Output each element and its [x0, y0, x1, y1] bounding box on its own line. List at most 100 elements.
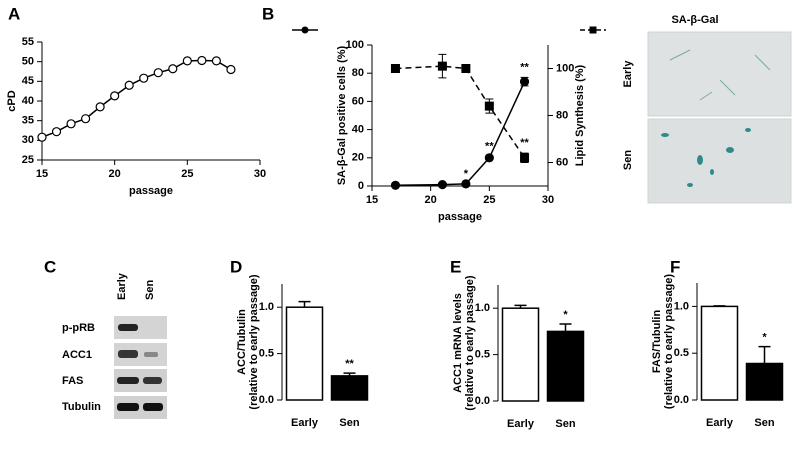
stained-cells: [661, 128, 751, 187]
y-tick-label: 20: [352, 152, 364, 164]
significance: **: [485, 140, 494, 152]
significance: **: [520, 137, 529, 149]
y-tick-label: 0.0: [674, 394, 689, 406]
y-tick-label: 55: [22, 36, 34, 48]
y-tick-label: 80: [556, 109, 568, 121]
significance: *: [563, 309, 568, 321]
legend-marker: [589, 26, 597, 34]
significance: **: [520, 61, 529, 73]
x-tick-label: Sen: [754, 417, 774, 429]
marker: [484, 153, 494, 163]
lane-label: Early: [116, 272, 128, 300]
y-tick-label: 1.0: [259, 301, 274, 313]
marker: [484, 101, 494, 111]
marker: [211, 56, 221, 66]
error-bar: [298, 300, 311, 308]
series-line: [395, 81, 526, 187]
axis-label: Lipid Synthesis (%): [574, 64, 586, 166]
marker: [66, 119, 76, 129]
y-tick-label: 25: [22, 154, 34, 166]
marker: [153, 68, 163, 78]
y-tick-label: 40: [22, 95, 34, 107]
y-tick-label: 35: [22, 115, 34, 127]
error-bar: [559, 323, 572, 332]
significance: **: [345, 358, 354, 370]
marker: [390, 180, 401, 190]
x-tick-label: 20: [109, 168, 121, 180]
panel-label: E: [450, 257, 461, 276]
x-tick-label: 15: [36, 168, 48, 180]
y-tick-label: 0.0: [259, 394, 274, 406]
blot-row-label: FAS: [62, 375, 83, 387]
panel-label: D: [230, 257, 242, 276]
marker: [437, 179, 447, 190]
marker: [182, 56, 192, 66]
marker: [80, 114, 91, 124]
lane-label: Sen: [144, 280, 156, 300]
marker: [461, 64, 471, 73]
x-tick-label: 25: [181, 168, 193, 180]
bar: [330, 375, 369, 401]
y-tick-label: 60: [352, 95, 364, 107]
marker: [168, 64, 178, 74]
x-tick-label: Sen: [555, 418, 575, 430]
marker: [51, 127, 62, 137]
y-tick-label: 80: [352, 67, 364, 79]
micrograph-image: [647, 118, 792, 204]
bar: [285, 306, 324, 401]
x-tick-label: 25: [483, 194, 495, 206]
x-tick-label: 30: [542, 194, 554, 206]
y-tick-label: 1.0: [674, 300, 689, 312]
bar: [546, 330, 585, 402]
micrograph-image: [647, 31, 792, 117]
y-tick-label: 50: [22, 56, 34, 68]
axis-label: SA-β-Gal positive cells (%): [336, 45, 348, 185]
y-tick-label: 0.5: [475, 349, 490, 361]
significance: *: [762, 332, 767, 344]
y-tick-label: 0.5: [259, 348, 274, 360]
panel-label: A: [8, 4, 20, 23]
x-tick-label: 30: [254, 168, 266, 180]
y-tick-label: 100: [346, 39, 364, 51]
legend-symbols: [292, 26, 606, 34]
y-tick-label: 60: [556, 156, 568, 168]
marker: [390, 64, 400, 73]
y-tick-label: 100: [556, 62, 574, 74]
y-tick-label: 0.5: [674, 347, 689, 359]
axis-label: FAS/Tubulin: [651, 310, 663, 374]
x-tick-label: 15: [366, 194, 378, 206]
marker: [520, 153, 530, 163]
axis-label: (relative to early passage): [663, 274, 675, 409]
marker: [110, 91, 120, 101]
marker: [139, 73, 149, 83]
axis-label: cPD: [6, 90, 18, 111]
marker: [37, 132, 47, 142]
blot-row-label: p-pRB: [62, 322, 95, 334]
axis-label: passage: [438, 211, 482, 223]
y-tick-label: 30: [22, 134, 34, 146]
y-tick-label: 40: [352, 124, 364, 136]
axis-label: (relative to early passage): [248, 274, 260, 409]
marker: [95, 102, 105, 112]
axis-label: (relative to early passage): [464, 275, 476, 410]
panel-label: B: [262, 4, 274, 23]
y-tick-label: 0.0: [475, 395, 490, 407]
significance: *: [464, 168, 469, 180]
micrograph-row-label: Early: [622, 60, 634, 88]
x-tick-label: Sen: [339, 417, 359, 429]
y-tick-label: 0: [358, 180, 364, 192]
marker: [124, 80, 134, 90]
series-line: [395, 65, 526, 159]
blot-row-label: ACC1: [62, 349, 92, 361]
marker: [226, 64, 236, 75]
x-tick-label: Early: [291, 417, 319, 429]
y-tick-label: 1.0: [475, 302, 490, 314]
axis-label: ACC1 mRNA levels: [452, 293, 464, 393]
y-tick-label: 45: [22, 75, 34, 87]
micrograph-title: SA-β-Gal: [671, 14, 718, 26]
blot: [114, 316, 167, 419]
axis-label: passage: [129, 185, 173, 197]
error-bar: [758, 345, 771, 364]
marker: [437, 61, 447, 71]
marker: [197, 55, 207, 66]
